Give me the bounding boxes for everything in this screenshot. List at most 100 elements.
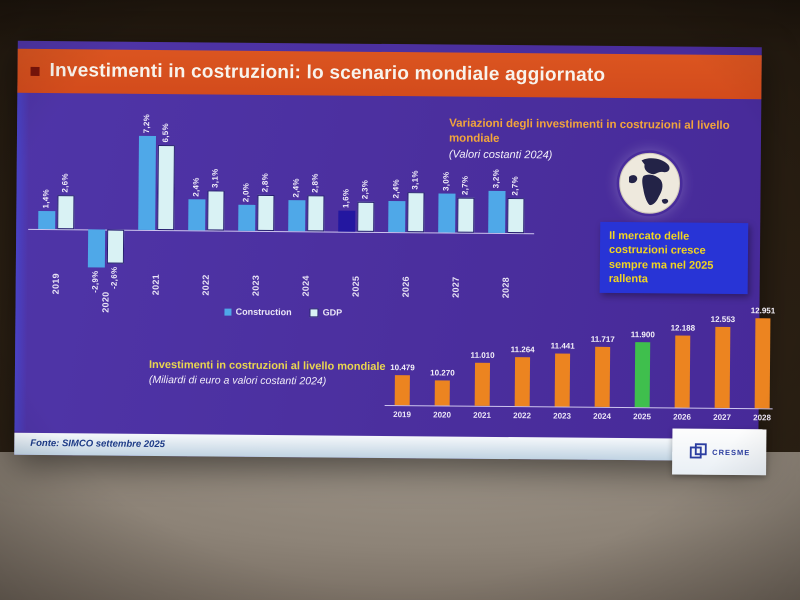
value-label-investment-2024: 11.717 xyxy=(590,334,615,344)
note-box-text: Il mercato delle costruzioni cresce semp… xyxy=(608,229,714,286)
bar-investment-2025 xyxy=(634,342,651,408)
value-label-investment-2027: 12.553 xyxy=(710,314,736,325)
bar-construction-2021 xyxy=(138,135,156,230)
bar-construction-2026 xyxy=(388,201,406,233)
bar-investment-2020 xyxy=(434,380,450,406)
x-axis-label-investment-2026: 2026 xyxy=(673,412,691,422)
bar-investment-2027 xyxy=(714,326,731,408)
growth-chart-caption: Variazioni degli investimenti in costruz… xyxy=(449,117,745,163)
value-label-investment-2025: 11.900 xyxy=(630,330,655,340)
bar-construction-2023 xyxy=(238,204,256,231)
construction-swatch-icon xyxy=(224,308,232,316)
bar-construction-2022 xyxy=(188,199,206,231)
value-label-gdp-2023: 2,8% xyxy=(260,172,270,192)
bar-construction-2028 xyxy=(488,190,506,234)
x-axis-label-investment-2023: 2023 xyxy=(553,411,571,421)
value-label-investment-2026: 12.188 xyxy=(670,323,696,333)
bar-gdp-2023 xyxy=(257,194,275,232)
x-axis-label-2022: 2022 xyxy=(200,274,211,296)
bar-gdp-2022 xyxy=(207,190,225,231)
investment-chart-title: Investimenti in costruzioni al livello m… xyxy=(148,358,386,373)
value-label-investment-2028: 12.951 xyxy=(750,306,776,316)
value-label-gdp-2026: 3,1% xyxy=(410,169,420,190)
x-axis-label-investment-2021: 2021 xyxy=(473,410,491,420)
value-label-gdp-2027: 2,7% xyxy=(460,175,470,195)
x-axis-label-investment-2027: 2027 xyxy=(713,412,731,422)
value-label-construction-2024: 2,4% xyxy=(291,177,301,198)
logo-text: CRESME xyxy=(712,447,751,457)
investment-chart-subtitle: (Miliardi di euro a valori costanti 2024… xyxy=(148,374,327,388)
globe-icon xyxy=(616,150,683,217)
legend-label-gdp: GDP xyxy=(322,307,343,318)
value-label-gdp-2025: 2,3% xyxy=(360,179,370,199)
legend-item-gdp: GDP xyxy=(309,307,343,318)
value-label-gdp-2021: 6,5% xyxy=(160,122,171,143)
value-label-construction-2023: 2,0% xyxy=(241,182,251,202)
slide-header-bar: Investimenti in costruzioni: lo scenario… xyxy=(17,48,762,100)
x-axis-label-2028: 2028 xyxy=(500,276,511,299)
x-axis-label-investment-2028: 2028 xyxy=(753,413,771,423)
note-box: Il mercato delle costruzioni cresce semp… xyxy=(599,221,749,295)
bar-investment-2028 xyxy=(754,318,771,409)
investment-chart-canvas: 10.479 2019 10.270 2020 11.010 2021 11.264 2022… xyxy=(380,296,777,439)
bar-construction-2020 xyxy=(87,229,106,268)
bar-gdp-2028 xyxy=(507,198,525,234)
value-label-construction-2025: 1,6% xyxy=(341,188,351,208)
legend-item-construction: Construction xyxy=(224,306,292,318)
x-axis-label-2024: 2024 xyxy=(300,275,311,297)
legend-label-construction: Construction xyxy=(235,306,292,318)
value-label-construction-2021: 7,2% xyxy=(142,113,152,133)
value-label-construction-2019: 1,4% xyxy=(41,188,51,209)
x-axis-label-investment-2025: 2025 xyxy=(633,412,651,422)
x-axis-label-2021: 2021 xyxy=(150,273,161,296)
x-axis-label-2023: 2023 xyxy=(250,274,261,297)
value-label-construction-2027: 3,0% xyxy=(441,171,451,191)
gdp-swatch-icon xyxy=(309,307,319,317)
bar-construction-2019 xyxy=(38,210,56,230)
bar-gdp-2027 xyxy=(457,197,475,233)
value-label-construction-2020: -2,9% xyxy=(90,270,100,293)
x-axis-label-investment-2024: 2024 xyxy=(593,411,611,421)
x-axis-label-2025: 2025 xyxy=(350,275,361,297)
bar-gdp-2024 xyxy=(307,195,325,232)
x-axis-label-2027: 2027 xyxy=(450,276,461,298)
value-label-gdp-2020: -2,6% xyxy=(109,266,119,290)
bullet-icon xyxy=(30,66,40,76)
value-label-investment-2020: 10.270 xyxy=(430,368,455,378)
value-label-gdp-2022: 3,1% xyxy=(210,168,220,188)
bar-gdp-2026 xyxy=(407,192,425,233)
value-label-investment-2023: 11.441 xyxy=(550,341,575,351)
growth-chart-title: Variazioni degli investimenti in costruz… xyxy=(448,117,730,145)
value-label-investment-2022: 11.264 xyxy=(510,345,535,355)
bar-gdp-2025 xyxy=(357,201,375,232)
x-axis-label-investment-2019: 2019 xyxy=(393,410,412,420)
x-axis-label-investment-2022: 2022 xyxy=(513,411,531,421)
bar-investment-2022 xyxy=(514,357,531,407)
wall-background xyxy=(0,452,800,600)
bar-investment-2021 xyxy=(474,362,491,406)
investment-chart-caption: Investimenti in costruzioni al livello m… xyxy=(149,358,399,388)
value-label-gdp-2028: 2,7% xyxy=(510,175,520,196)
x-axis-label-2019: 2019 xyxy=(50,273,61,295)
x-axis-label-2026: 2026 xyxy=(400,276,411,298)
bar-investment-2024 xyxy=(594,346,611,407)
bar-gdp-2020 xyxy=(106,229,125,264)
bar-investment-2023 xyxy=(554,353,571,407)
value-label-construction-2026: 2,4% xyxy=(391,178,401,199)
value-label-construction-2022: 2,4% xyxy=(191,176,201,197)
growth-chart-subtitle: (Valori costanti 2024) xyxy=(448,148,553,162)
bar-investment-2026 xyxy=(674,335,691,408)
bar-gdp-2019 xyxy=(57,195,75,230)
value-label-investment-2021: 11.010 xyxy=(470,350,495,360)
value-label-investment-2019: 10.479 xyxy=(390,363,415,373)
overlapping-squares-icon xyxy=(689,443,707,459)
bar-construction-2024 xyxy=(288,200,306,232)
bar-construction-2025 xyxy=(338,210,356,232)
slide: Investimenti in costruzioni: lo scenario… xyxy=(14,40,775,476)
value-label-construction-2028: 3,2% xyxy=(491,168,501,188)
value-label-gdp-2019: 2,6% xyxy=(60,172,70,193)
x-axis-label-investment-2020: 2020 xyxy=(433,410,452,420)
value-label-gdp-2024: 2,8% xyxy=(310,172,320,193)
bar-construction-2027 xyxy=(438,193,456,233)
